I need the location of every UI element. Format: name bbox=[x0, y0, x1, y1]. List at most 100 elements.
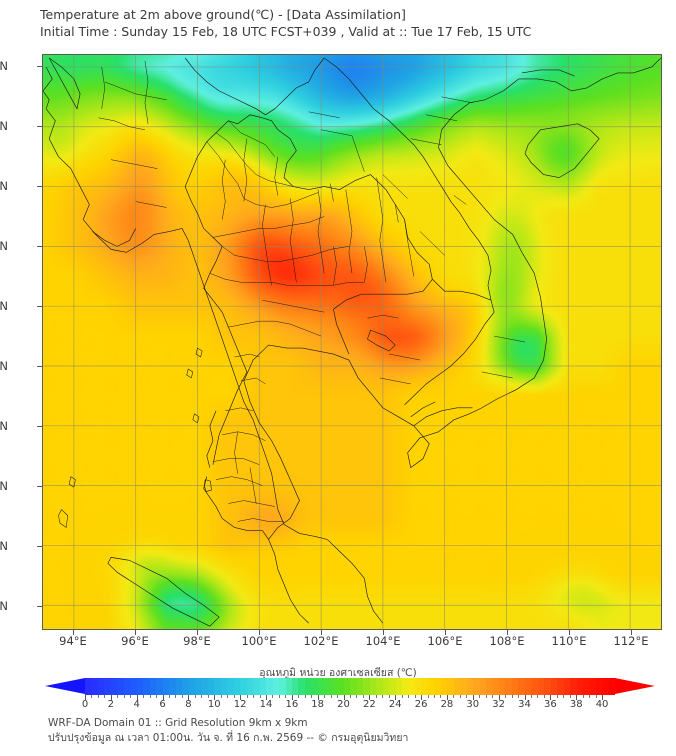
colorbar-tick bbox=[459, 695, 461, 698]
colorbar-tick bbox=[227, 695, 229, 698]
colorbar-tick bbox=[220, 695, 222, 698]
colorbar-tick bbox=[427, 695, 429, 698]
colorbar-tick bbox=[582, 695, 584, 698]
colorbar-tick bbox=[395, 695, 397, 700]
colorbar-tick bbox=[201, 695, 203, 698]
y-axis-tick-label: 18°N bbox=[0, 179, 8, 193]
colorbar-tick bbox=[278, 695, 280, 698]
colorbar-cell bbox=[570, 678, 577, 695]
colorbar-cell bbox=[201, 678, 208, 695]
colorbar-ticks: 0 2 4 6 8 10 12 14 16 18 20 22 24 26 28 30 32 34 36 38 40 bbox=[45, 695, 655, 711]
colorbar-tick bbox=[595, 695, 597, 698]
colorbar-cell bbox=[460, 678, 467, 695]
colorbar-tick bbox=[511, 695, 513, 698]
colorbar-cell bbox=[123, 678, 131, 695]
map-panel[interactable] bbox=[42, 54, 662, 630]
colorbar-cell bbox=[343, 678, 351, 695]
footer-block: WRF-DA Domain 01 :: Grid Resolution 9km … bbox=[48, 716, 648, 746]
colorbar-cell bbox=[330, 678, 338, 695]
colorbar-tick bbox=[466, 695, 468, 698]
colorbar-cell bbox=[382, 678, 390, 695]
colorbar-cell bbox=[550, 678, 558, 695]
colorbar-tick bbox=[362, 695, 364, 698]
colorbar-tick bbox=[485, 695, 487, 698]
colorbar-tick bbox=[259, 695, 261, 698]
colorbar-tick bbox=[240, 695, 242, 700]
colorbar-tick-label: 12 bbox=[233, 699, 247, 710]
colorbar-cell bbox=[453, 678, 461, 695]
colorbar-tick bbox=[550, 695, 552, 700]
colorbar-tick bbox=[421, 695, 423, 700]
colorbar-tick-label: 4 bbox=[133, 699, 140, 710]
colorbar-tick-label: 14 bbox=[259, 699, 273, 710]
colorbar-tick bbox=[324, 695, 326, 698]
colorbar-tick bbox=[104, 695, 106, 698]
colorbar-cell bbox=[479, 678, 487, 695]
colorbar-tick bbox=[130, 695, 132, 698]
colorbar-cell bbox=[253, 678, 260, 695]
colorbar-tick bbox=[589, 695, 591, 698]
colorbar-tick-label: 26 bbox=[414, 699, 428, 710]
colorbar-cell bbox=[304, 678, 312, 695]
colorbar-cell bbox=[363, 678, 370, 695]
colorbar-cell bbox=[117, 678, 124, 695]
colorbar-tick bbox=[440, 695, 442, 698]
colorbar-tick-label: 28 bbox=[440, 699, 454, 710]
colorbar-cell bbox=[266, 678, 273, 695]
colorbar-tick bbox=[253, 695, 255, 698]
colorbar-tick bbox=[369, 695, 371, 700]
colorbar-tick bbox=[350, 695, 351, 698]
colorbar-tick-label: 36 bbox=[543, 699, 557, 710]
colorbar[interactable]: อุณหภูมิ หน่วย องศาเซลเซียส (℃) 0 2 4 6 8 10 1… bbox=[0, 664, 676, 712]
colorbar-tick bbox=[556, 695, 558, 698]
page-title: Temperature at 2m above ground(℃) - [Dat… bbox=[40, 7, 406, 22]
colorbar-tick bbox=[162, 695, 164, 700]
colorbar-tick bbox=[143, 695, 145, 698]
colorbar-tick bbox=[175, 695, 177, 698]
colorbar-cell bbox=[156, 678, 163, 695]
x-axis-tick-label: 104°E bbox=[365, 634, 401, 648]
colorbar-tick bbox=[453, 695, 455, 698]
y-axis-tick-label: 20°N bbox=[0, 119, 8, 133]
colorbar-cell bbox=[473, 678, 480, 695]
colorbar-cell bbox=[524, 678, 532, 695]
colorbar-tick-label: 10 bbox=[207, 699, 221, 710]
y-axis-tick-label: 14°N bbox=[0, 299, 8, 313]
y-axis-tick-label: 4°N bbox=[0, 599, 8, 613]
colorbar-tick bbox=[188, 695, 190, 700]
colorbar-tick bbox=[311, 695, 313, 698]
colorbar-cell bbox=[537, 678, 545, 695]
x-axis-tick-label: 106°E bbox=[427, 634, 463, 648]
colorbar-cell bbox=[350, 678, 357, 695]
colorbar-tick bbox=[285, 695, 287, 698]
colorbar-tick bbox=[304, 695, 306, 698]
colorbar-tick bbox=[537, 695, 539, 698]
map-plot-area[interactable] bbox=[42, 54, 662, 630]
colorbar-cell bbox=[544, 678, 551, 695]
footer-model-info: WRF-DA Domain 01 :: Grid Resolution 9km … bbox=[48, 717, 308, 729]
y-axis-tick-label: 8°N bbox=[0, 479, 8, 493]
colorbar-cell bbox=[589, 678, 597, 695]
colorbar-cell bbox=[207, 678, 215, 695]
colorbar-tick bbox=[246, 695, 248, 698]
x-axis-tick-label: 98°E bbox=[183, 634, 211, 648]
footer-update-credit: ปรับปรุงข้อมูล ณ เวลา 01:00น. วัน จ. ที่… bbox=[48, 732, 409, 744]
colorbar-cell bbox=[389, 678, 396, 695]
x-axis-tick-label: 96°E bbox=[121, 634, 149, 648]
colorbar-cell bbox=[246, 678, 254, 695]
colorbar-cell bbox=[518, 678, 525, 695]
colorbar-tick bbox=[434, 695, 436, 698]
colorbar-body[interactable] bbox=[45, 678, 655, 695]
colorbar-cell bbox=[583, 678, 590, 695]
colorbar-cells bbox=[85, 678, 616, 695]
colorbar-cell bbox=[188, 678, 195, 695]
colorbar-tick bbox=[91, 695, 93, 698]
y-axis-tick-label: 22°N bbox=[0, 59, 8, 73]
colorbar-tick bbox=[408, 695, 410, 698]
colorbar-cell bbox=[505, 678, 512, 695]
colorbar-tick bbox=[97, 695, 99, 698]
colorbar-cell bbox=[91, 678, 98, 695]
colorbar-tick bbox=[498, 695, 500, 700]
x-axis-tick-label: 112°E bbox=[613, 634, 649, 648]
colorbar-cell bbox=[369, 678, 377, 695]
